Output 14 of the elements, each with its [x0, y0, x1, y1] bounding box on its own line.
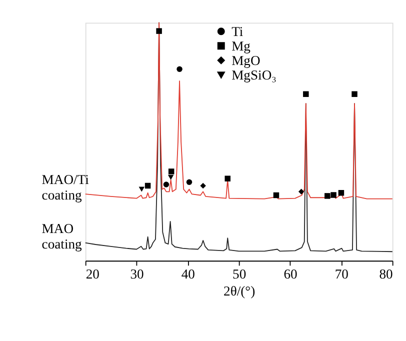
text: MAO coating: [42, 220, 82, 252]
x-tick-label: 70: [334, 266, 349, 282]
legend-label: Ti: [232, 24, 244, 39]
x-tick-label: 20: [86, 266, 100, 282]
legend-label: MgO: [232, 52, 260, 68]
legend-label: Mg: [232, 38, 251, 54]
x-tick-label: 40: [181, 266, 196, 282]
x-axis-title: 2θ/(°): [224, 284, 256, 299]
x-tick-label: 80: [379, 266, 394, 282]
x-tick-label: 30: [130, 266, 144, 282]
annotation: MAO/Ti coating: [42, 172, 90, 203]
x-tick-label: 50: [232, 266, 246, 282]
legend-label: MgSiO₃: [232, 67, 277, 82]
x-tick-label: 60: [284, 266, 298, 282]
